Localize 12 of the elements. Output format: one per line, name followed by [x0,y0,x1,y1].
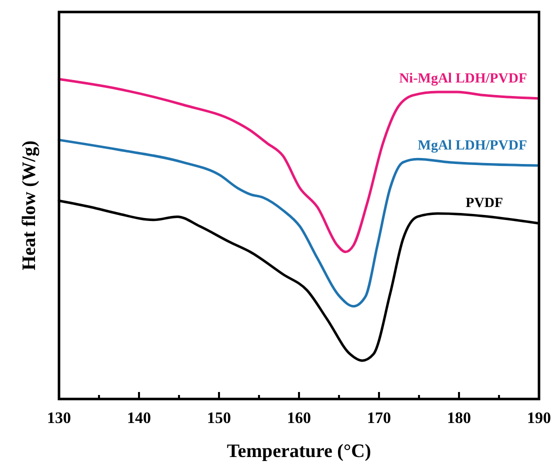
x-tick-label: 140 [127,410,151,427]
series-label: MgAl LDH/PVDF [418,138,527,154]
x-tick-label: 170 [367,410,391,427]
x-tick-label: 130 [47,410,71,427]
series-label: Ni-MgAl LDH/PVDF [399,71,527,86]
x-tick-label: 160 [287,410,311,427]
series-label: PVDF [466,196,503,212]
x-tick-label: 190 [527,410,551,427]
x-axis-title: Temperature (°C) [226,441,372,462]
x-tick-label: 150 [207,410,231,427]
y-axis-title: Heat flow (W/g) [19,140,40,270]
x-tick-label: 180 [447,410,471,427]
